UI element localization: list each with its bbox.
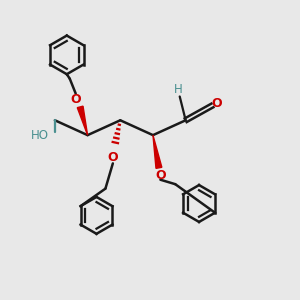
Polygon shape: [77, 106, 88, 135]
Text: O: O: [70, 93, 81, 106]
Text: HO: HO: [31, 129, 49, 142]
Polygon shape: [153, 135, 162, 168]
Text: O: O: [155, 169, 166, 182]
Text: O: O: [107, 151, 118, 164]
Text: O: O: [212, 98, 222, 110]
Text: H: H: [174, 83, 183, 97]
